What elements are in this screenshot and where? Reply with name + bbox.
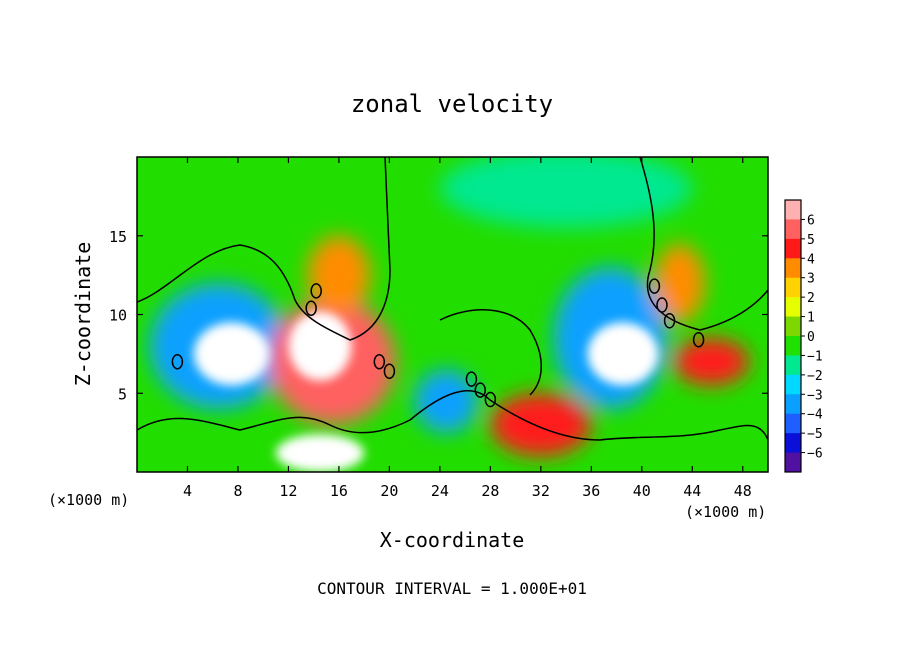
x-tick-label: 32	[532, 482, 550, 500]
zero-contour-line	[137, 390, 768, 441]
colorbar-label: 4	[807, 252, 815, 267]
contour-interval-note: CONTOUR INTERVAL = 1.000E+01	[317, 579, 587, 598]
contour-island	[656, 297, 668, 313]
zero-contour-line	[639, 157, 768, 331]
zero-contour-line	[439, 309, 542, 396]
contour-lines	[137, 157, 768, 441]
colorbar-swatch	[785, 433, 801, 454]
colorbar-swatch	[785, 374, 801, 395]
colorbar-label: 2	[807, 291, 815, 306]
colorbar-label: −1	[807, 349, 823, 364]
plot-area	[137, 157, 768, 472]
velocity-region	[673, 338, 750, 386]
x-tick-label: 40	[633, 482, 651, 500]
colorbar-label: 3	[807, 272, 815, 287]
colorbar-label: 0	[807, 330, 815, 345]
y-axis-ticks: 5 10 15	[109, 228, 768, 403]
colorbar: 6 5 4 3 2 1 0 −1 −2 −3 −4 −5 −6	[784, 199, 823, 473]
x-tick-label: 12	[279, 482, 297, 500]
y-tick-label: 10	[109, 307, 127, 325]
x-unit-right: (×1000 m)	[685, 503, 766, 521]
y-tick-label: 15	[109, 228, 127, 246]
x-tick-label: 48	[734, 482, 752, 500]
x-tick-label: 28	[481, 482, 499, 500]
chart-title: zonal velocity	[351, 90, 553, 118]
velocity-core	[587, 322, 659, 386]
colorbar-swatch	[785, 200, 801, 220]
contour-island	[484, 391, 497, 408]
colorbar-swatch	[785, 394, 801, 415]
colorbar-swatch	[785, 316, 801, 337]
x-axis-label: X-coordinate	[380, 528, 525, 552]
x-tick-label: 8	[233, 482, 242, 500]
contour-island	[373, 354, 386, 370]
contour-island	[692, 331, 705, 348]
zero-contour-line	[137, 157, 391, 341]
velocity-region	[307, 235, 371, 315]
velocity-cores	[193, 311, 659, 472]
colorbar-label: 1	[807, 311, 815, 326]
velocity-core	[288, 311, 352, 381]
colorbar-label: −4	[807, 408, 823, 423]
colorbar-swatch	[785, 355, 801, 376]
contour-island	[171, 354, 184, 370]
contour-island	[648, 278, 661, 294]
contour-island	[383, 363, 396, 379]
contour-island	[310, 283, 322, 299]
x-tick-label: 24	[431, 482, 449, 500]
contour-island	[305, 300, 317, 316]
velocity-region	[414, 369, 478, 433]
y-axis-label: Z-coordinate	[71, 242, 95, 387]
y-tick-label: 5	[118, 385, 127, 403]
colorbar-swatch	[785, 452, 801, 473]
colorbar-label: −6	[807, 447, 823, 462]
x-tick-label: 36	[582, 482, 600, 500]
colorbar-swatch	[785, 277, 801, 298]
x-tick-label: 16	[330, 482, 348, 500]
velocity-region	[490, 393, 592, 457]
x-tick-label: 20	[380, 482, 398, 500]
colorbar-swatch	[785, 297, 801, 318]
colorbar-label: 5	[807, 233, 815, 248]
colorbar-label: −5	[807, 427, 823, 442]
colorbar-swatch	[785, 258, 801, 279]
colorbar-label: −3	[807, 388, 823, 403]
contour-island	[474, 382, 487, 398]
velocity-region	[439, 157, 693, 228]
velocity-region	[654, 243, 705, 323]
contour-island	[663, 313, 676, 329]
velocity-core	[193, 322, 270, 386]
contour-islands	[171, 278, 705, 408]
x-tick-label: 4	[183, 482, 192, 500]
velocity-core	[275, 434, 365, 472]
x-tick-label: 44	[683, 482, 701, 500]
colorbar-label: 6	[807, 213, 815, 228]
colorbar-swatch	[785, 413, 801, 434]
colorbar-swatch	[785, 238, 801, 259]
colorbar-swatch	[785, 219, 801, 240]
x-unit-left: (×1000 m)	[48, 491, 129, 509]
colorbar-label: −2	[807, 369, 823, 384]
contour-island	[465, 371, 478, 387]
colorbar-swatch	[785, 336, 801, 356]
x-axis-ticks: 4 8 12 16 20 24 28 32 36 40 44 48	[183, 157, 752, 500]
